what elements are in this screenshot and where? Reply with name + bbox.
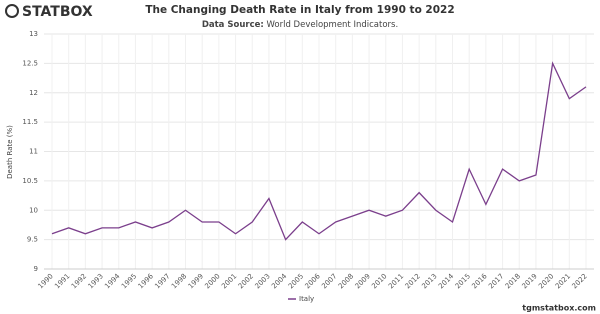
data-line [51,61,587,241]
x-tick-label: 2019 [521,272,539,290]
x-tick-label: 2014 [437,272,456,291]
x-tick-label: 1994 [103,272,122,291]
x-tick-label: 2011 [387,272,405,290]
x-tick-label: 2006 [304,272,323,291]
x-tick-label: 2007 [320,272,338,290]
x-tick-label: 1998 [170,272,188,290]
x-tick-label: 2020 [537,272,555,290]
x-tick-label: 2018 [504,272,522,290]
x-tick-label: 2004 [270,272,289,291]
subtitle-label: Data Source: [202,20,264,30]
logo: STATBOX [5,4,93,20]
x-tick-label: 2008 [337,272,355,290]
x-tick-label: 2000 [203,272,221,290]
y-tick-label: 9.5 [27,236,38,244]
footer: tgmstatbox.com [522,304,596,313]
subtitle-text: World Development Indicators. [266,20,398,30]
y-tick-label: 11.5 [22,118,38,126]
x-tick-label: 1997 [153,272,171,290]
x-tick-label: 2022 [571,272,589,290]
x-tick-label: 1993 [87,272,105,290]
x-tick-label: 1996 [137,272,156,291]
x-tick-label: 1990 [37,272,55,290]
x-tick-label: 1999 [187,272,205,290]
y-axis-label: Death Rate (%) [6,125,14,179]
legend-label: Italy [299,295,314,303]
x-tick-label: 2003 [254,272,272,290]
y-tick-label: 11 [29,148,38,156]
x-tick-label: 1995 [120,272,138,290]
x-tick-label: 2010 [370,272,388,290]
x-tick-label: 2016 [470,272,489,291]
x-tick-label: 2002 [237,272,255,290]
logo-icon [5,4,19,18]
x-tick-label: 2017 [487,272,505,290]
x-tick-label: 2005 [287,272,305,290]
y-tick-label: 9 [34,265,38,273]
y-tick-label: 13 [29,30,38,38]
x-tick-label: 2001 [220,272,238,290]
chart-subtitle: Data Source: World Development Indicator… [202,20,398,30]
y-tick-label: 12 [29,89,38,97]
x-tick-label: 1991 [53,272,71,290]
x-tick-label: 2009 [354,272,372,290]
logo-text: STATBOX [22,4,93,20]
y-tick-label: 10.5 [22,177,38,185]
x-tick-label: 2012 [404,272,422,290]
x-tick-label: 1992 [70,272,88,290]
x-tick-label: 2021 [554,272,572,290]
y-tick-label: 12.5 [22,59,38,67]
x-tick-label: 2015 [454,272,472,290]
y-tick-label: 10 [29,206,38,214]
x-tick-label: 2013 [420,272,438,290]
chart-title: The Changing Death Rate in Italy from 19… [145,4,454,16]
